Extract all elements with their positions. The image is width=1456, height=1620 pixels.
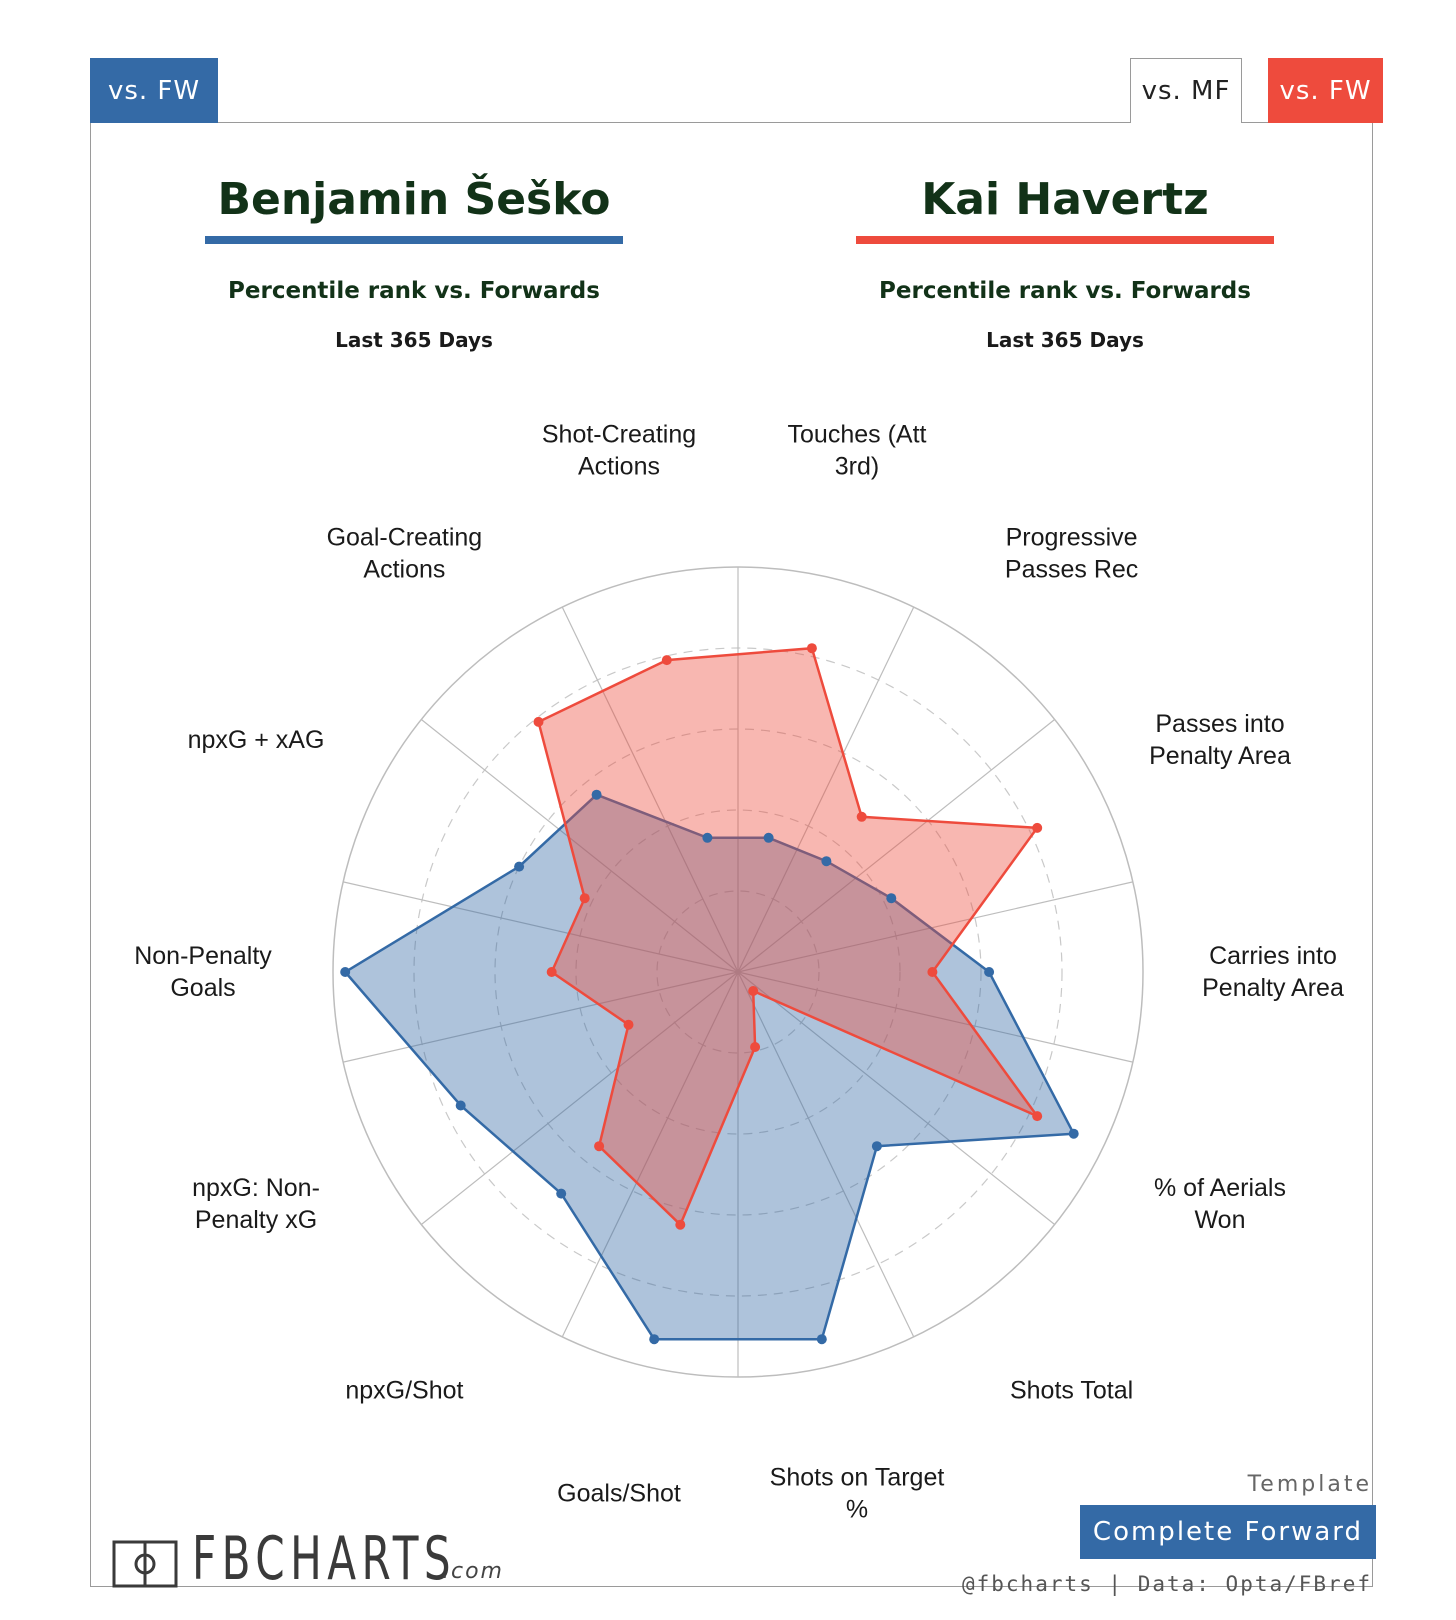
tab-vs-mf[interactable]: vs. MF bbox=[1130, 58, 1242, 123]
radar-spoke bbox=[737, 719, 1056, 973]
radar-category-label: npxG: Non-Penalty xG bbox=[192, 1174, 320, 1234]
player-left-header: Benjamin Šeško Percentile rank vs. Forwa… bbox=[194, 168, 634, 352]
player-left-name: Benjamin Šeško bbox=[217, 174, 611, 225]
chart-frame bbox=[90, 122, 1373, 1587]
data-credits: @fbcharts | Data: Opta/FBref bbox=[961, 1572, 1372, 1596]
radar-point bbox=[556, 1188, 567, 1199]
radar-point bbox=[816, 1334, 827, 1345]
fbcharts-logo: FBCHARTS .com bbox=[112, 1524, 531, 1594]
radar-grid-ring bbox=[656, 890, 820, 1054]
radar-point bbox=[806, 643, 817, 654]
radar-point bbox=[623, 1019, 634, 1030]
radar-spoke bbox=[737, 971, 915, 1338]
radar-spoke bbox=[420, 971, 739, 1225]
radar-category-label: % of Aerials Won bbox=[1154, 1174, 1286, 1234]
player-left-period: Last 365 Days bbox=[335, 328, 493, 352]
radar-point bbox=[763, 832, 774, 843]
radar-spoke bbox=[737, 971, 1133, 1063]
radar-category-label: Carries into Penalty Area bbox=[1202, 942, 1344, 1002]
radar-category-label: Passes into Penalty Area bbox=[1149, 710, 1291, 770]
radar-point bbox=[702, 832, 713, 843]
radar-point bbox=[661, 655, 672, 666]
radar-point bbox=[1068, 1128, 1079, 1139]
radar-category-label: Touches (Att 3rd) bbox=[788, 420, 927, 480]
pitch-logo-icon bbox=[112, 1540, 178, 1588]
radar-category-label: npxG/Shot bbox=[345, 1376, 463, 1404]
radar-category-label: Shots Total bbox=[1010, 1376, 1133, 1404]
radar-point bbox=[984, 967, 995, 977]
player-left-subtitle: Percentile rank vs. Forwards bbox=[228, 278, 600, 304]
radar-category-label: Shots on Target% bbox=[770, 1464, 945, 1524]
player-left-color-bar bbox=[205, 236, 623, 244]
radar-point bbox=[856, 811, 867, 822]
radar-spoke bbox=[737, 971, 1056, 1225]
radar-point bbox=[1032, 822, 1043, 833]
radar-point bbox=[594, 1141, 605, 1152]
radar-spoke bbox=[561, 606, 739, 973]
radar-point bbox=[748, 986, 759, 996]
radar-spoke bbox=[343, 881, 739, 973]
tab-vs-fw-right[interactable]: vs. FW bbox=[1268, 58, 1383, 123]
radar-point bbox=[591, 789, 602, 800]
radar-category-label: Goal-Creating Actions bbox=[327, 524, 483, 584]
radar-point bbox=[886, 893, 897, 904]
player-right-period: Last 365 Days bbox=[986, 328, 1144, 352]
radar-category-label: npxG + xAG bbox=[188, 726, 325, 754]
radar-point bbox=[579, 893, 590, 904]
template-value-badge[interactable]: Complete Forward bbox=[1080, 1505, 1376, 1559]
radar-point bbox=[546, 967, 557, 977]
brand-name: FBCHARTS bbox=[192, 1524, 457, 1594]
radar-point bbox=[340, 967, 351, 977]
brand-suffix: .com bbox=[442, 1559, 504, 1584]
radar-spoke bbox=[561, 971, 739, 1338]
player-right-color-bar bbox=[856, 236, 1274, 244]
radar-spoke bbox=[420, 719, 739, 973]
radar-spoke bbox=[737, 881, 1133, 973]
radar-point bbox=[533, 716, 544, 727]
radar-grid-ring bbox=[575, 809, 901, 1135]
template-label: Template bbox=[1247, 1472, 1372, 1497]
radar-category-label: Progressive Passes Rec bbox=[1005, 524, 1138, 584]
player-right-subtitle: Percentile rank vs. Forwards bbox=[879, 278, 1251, 304]
radar-category-label: Goals/Shot bbox=[557, 1480, 681, 1508]
radar-point bbox=[649, 1334, 660, 1345]
radar-point bbox=[455, 1100, 466, 1111]
radar-point bbox=[514, 861, 525, 872]
player-right-header: Kai Havertz Percentile rank vs. Forwards… bbox=[845, 168, 1285, 352]
player-right-name: Kai Havertz bbox=[921, 174, 1209, 225]
radar-point bbox=[750, 1042, 761, 1052]
radar-category-label: Non-Penalty Goals bbox=[134, 942, 272, 1002]
radar-point bbox=[675, 1219, 686, 1230]
radar-spoke bbox=[737, 606, 915, 973]
radar-point bbox=[1032, 1111, 1043, 1122]
radar-point bbox=[871, 1141, 882, 1152]
radar-point bbox=[927, 967, 938, 977]
tab-vs-fw-left[interactable]: vs. FW bbox=[90, 58, 218, 123]
radar-point bbox=[821, 856, 832, 867]
radar-category-label: Shot-Creating Actions bbox=[542, 420, 696, 480]
